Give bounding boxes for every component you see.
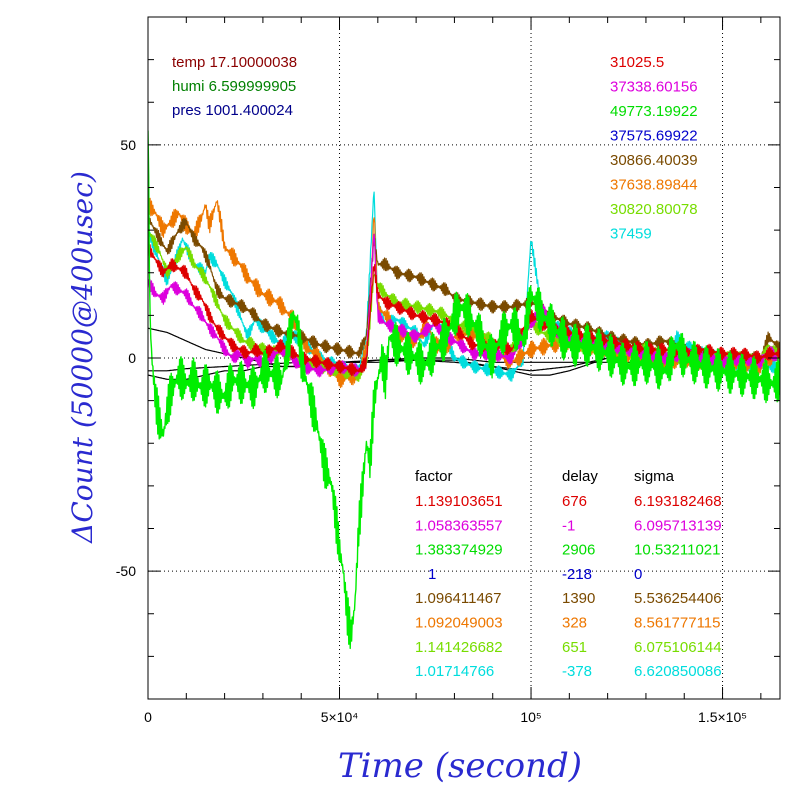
x-tick-label: 0 (144, 709, 152, 725)
table-cell: 8.561777115 (634, 615, 720, 632)
table-cell: 676 (562, 493, 587, 510)
count-note: 37459 (610, 226, 652, 243)
y-tick-label: -50 (116, 563, 136, 579)
table-cell: 1.058363557 (415, 517, 503, 534)
count-note: 30820.80078 (610, 201, 698, 218)
table-cell: -1 (562, 517, 575, 534)
series-layer (148, 130, 780, 650)
env-note: temp 17.10000038 (172, 54, 297, 71)
count-note: 37338.60156 (610, 79, 698, 96)
table-cell: 1390 (562, 590, 595, 607)
table-cell: 5.536254406 (634, 590, 722, 607)
table-cell: 2906 (562, 542, 595, 559)
table-cell: 1.096411467 (415, 590, 501, 607)
y-tick-label: 0 (128, 350, 136, 366)
table-cell: 1 (428, 566, 436, 583)
x-axis-title: Time (second) (338, 746, 582, 786)
count-note: 37638.89844 (610, 177, 698, 194)
table-cell: 6.095713139 (634, 517, 722, 534)
table-cell: 1.141426682 (415, 639, 503, 656)
table-cell: 1.139103651 (415, 493, 503, 510)
table-cell: 1.092049003 (415, 615, 503, 632)
table-cell: 651 (562, 639, 587, 656)
table-cell: 0 (634, 566, 642, 583)
count-note: 49773.19922 (610, 103, 698, 120)
table-cell: 6.620850086 (634, 663, 722, 680)
table-cell: 6.193182468 (634, 493, 722, 510)
table-header: delay (562, 468, 598, 485)
annotation-layer: temp 17.10000038 humi 6.599999905 pres 100… (172, 54, 722, 680)
table-cell: 328 (562, 615, 587, 632)
series-line (148, 130, 780, 650)
y-axis-title: ΔCount (50000@400usec) (66, 171, 99, 544)
env-note: humi 6.599999905 (172, 78, 296, 95)
x-tick-label: 10⁵ (520, 709, 541, 725)
x-tick-label: 1.5×10⁵ (698, 709, 747, 725)
x-tick-label: 5×10⁴ (321, 709, 359, 725)
count-note: 30866.40039 (610, 152, 698, 169)
series-line (148, 241, 780, 377)
count-note: 31025.5 (610, 54, 664, 71)
y-tick-label: 50 (120, 137, 136, 153)
table-header: sigma (634, 468, 675, 485)
series-line (148, 233, 780, 378)
table-cell: -378 (562, 663, 592, 680)
table-header: factor (415, 468, 453, 485)
tick-layer: 0 5×10⁴ 10⁵ 1.5×10⁵ 50 0 -50 (116, 17, 780, 725)
table-cell: 1.01714766 (415, 663, 494, 680)
env-note: pres 1001.400024 (172, 102, 293, 119)
table-cell: 1.383374929 (415, 542, 503, 559)
table-cell: 10.53211021 (634, 542, 720, 559)
count-note: 37575.69922 (610, 128, 698, 145)
table-cell: -218 (562, 566, 592, 583)
table-cell: 6.075106144 (634, 639, 722, 656)
